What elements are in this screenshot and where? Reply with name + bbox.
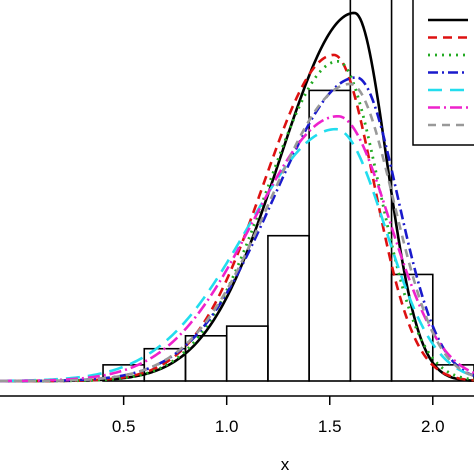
x-axis-ticks: 0.5 1.0 1.5 2.0: [112, 396, 445, 436]
density-curve-5: [0, 114, 474, 383]
density-curve-3: [0, 76, 474, 383]
x-tick-label-0: 0.5: [112, 417, 136, 436]
histogram-bar-2: [184, 334, 228, 382]
x-tick-label-1: 1.0: [215, 417, 239, 436]
x-tick-label-2: 1.5: [318, 417, 342, 436]
legend-entries: [428, 18, 468, 127]
histogram-bar-3: [225, 325, 269, 382]
density-curve-2: [0, 59, 474, 383]
x-tick-label-3: 2.0: [421, 417, 445, 436]
density-curve-1: [0, 53, 474, 383]
density-curves: [0, 11, 474, 383]
histogram-bar-6: [349, 0, 393, 382]
density-curve-4: [0, 127, 474, 383]
histogram-bars: [102, 0, 474, 382]
legend: [412, 0, 474, 146]
histogram-bar-4: [267, 234, 310, 382]
density-curve-6: [0, 82, 474, 383]
x-axis-label: x: [281, 455, 290, 474]
